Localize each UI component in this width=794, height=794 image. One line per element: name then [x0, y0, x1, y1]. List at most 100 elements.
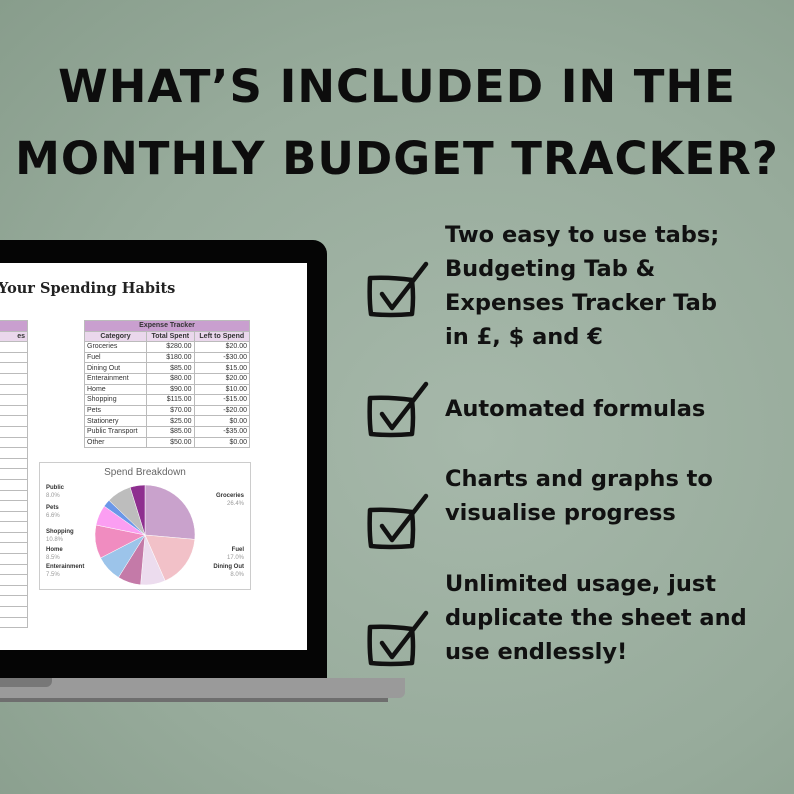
cell-left-to-spend: -$30.00	[193, 351, 251, 364]
label-groceries: Groceries 26.4%	[215, 493, 244, 507]
budget-empty-cell	[0, 372, 28, 385]
cell-total-spent: $50.00	[146, 436, 195, 449]
table-row: Shopping $115.00 -$15.00	[83, 394, 251, 406]
table-row: Dining Out $85.00 $15.00	[83, 362, 251, 374]
expense-tracker-table: Expense Tracker Category Total Spent Lef…	[83, 320, 251, 449]
cell-total-spent: $115.00	[146, 394, 195, 406]
cell-left-to-spend: $0.00	[193, 436, 251, 449]
cell-left-to-spend: $10.00	[193, 383, 251, 396]
budget-empty-cell	[0, 415, 28, 427]
table-row: Fuel $180.00 -$30.00	[83, 351, 251, 364]
budget-empty-cell	[0, 447, 28, 459]
budget-empty-cell	[0, 584, 28, 597]
cell-total-spent: $85.00	[146, 362, 195, 374]
table-row: Home $90.00 $10.00	[83, 383, 251, 396]
table-row: Other $50.00 $0.00	[83, 436, 251, 449]
budget-empty-cell	[0, 553, 28, 565]
feature-line: Expenses Tracker Tab	[445, 290, 717, 316]
cell-category: Fuel	[83, 351, 148, 364]
table-row: Stationery $25.00 $0.00	[83, 415, 251, 427]
col-header-left-to-spend: Left to Spend	[193, 330, 251, 343]
label-shopping: Shopping 10.8%	[46, 529, 74, 543]
cell-category: Shopping	[83, 394, 148, 406]
budget-empty-cell	[0, 351, 28, 364]
budget-table: es	[0, 320, 28, 629]
budget-empty-cell	[0, 362, 28, 374]
budget-empty-cell	[0, 478, 28, 491]
cell-total-spent: $25.00	[146, 415, 195, 427]
table-row: Enterainment $80.00 $20.00	[83, 372, 251, 385]
pie-slice-fuel	[144, 534, 196, 582]
budget-empty-cell	[0, 341, 28, 353]
laptop-base-shadow	[0, 698, 388, 702]
pie-chart	[94, 484, 196, 586]
feature-line: visualise progress	[445, 500, 676, 526]
laptop-base	[0, 678, 405, 698]
budget-empty-cell	[0, 425, 28, 438]
cell-left-to-spend: $20.00	[193, 341, 251, 353]
budget-empty-cell	[0, 521, 28, 533]
feature-line: use endlessly!	[445, 639, 628, 665]
cell-total-spent: $70.00	[146, 404, 195, 417]
budget-empty-cell	[0, 457, 28, 470]
cell-left-to-spend: $15.00	[193, 362, 251, 374]
budget-table-header: es	[0, 330, 28, 343]
cell-category: Enterainment	[83, 372, 148, 385]
budget-empty-cell	[0, 574, 28, 586]
feature-line: duplicate the sheet and	[445, 605, 747, 631]
label-dining-out: Dining Out 8.0%	[213, 564, 244, 578]
chart-title: Spend Breakdown	[104, 467, 186, 478]
laptop-screen: Your Spending Habits es Expense Tracker …	[0, 263, 307, 650]
checkbox-icon	[360, 258, 432, 320]
label-fuel: Fuel 17.0%	[226, 547, 244, 561]
budget-empty-cell	[0, 383, 28, 396]
checkbox-icon	[360, 378, 432, 440]
feature-line: Two easy to use tabs;	[445, 222, 720, 248]
budget-empty-cell	[0, 394, 28, 406]
laptop-hinge	[0, 678, 52, 687]
budget-empty-cell	[0, 563, 28, 576]
expense-tracker-title: Expense Tracker	[84, 320, 250, 332]
cell-left-to-spend: $20.00	[193, 372, 251, 385]
feature-text: Charts and graphs to visualise progress	[445, 462, 713, 530]
feature-text: Automated formulas	[445, 392, 705, 426]
feature-line: Budgeting Tab &	[445, 256, 656, 282]
label-home: Home 8.5%	[46, 547, 63, 561]
cell-category: Public Transport	[83, 425, 148, 438]
budget-table-title	[0, 320, 28, 332]
feature-line: Unlimited usage, just	[445, 571, 717, 597]
col-header-total-spent: Total Spent	[146, 330, 195, 343]
budget-empty-cell	[0, 468, 28, 480]
budget-empty-cell	[0, 531, 28, 544]
cell-total-spent: $90.00	[146, 383, 195, 396]
spend-breakdown-chart: Spend Breakdown Public 8.0% Pets 6.6% Shop…	[39, 462, 251, 590]
cell-total-spent: $80.00	[146, 372, 195, 385]
headline-line-1: WHAT’S INCLUDED IN THE	[58, 60, 736, 113]
cell-total-spent: $85.00	[146, 425, 195, 438]
col-header-category: Category	[83, 330, 148, 343]
budget-empty-cell	[0, 595, 28, 608]
cell-category: Other	[83, 436, 148, 449]
cell-total-spent: $280.00	[146, 341, 195, 353]
sheet-title: Your Spending Habits	[0, 280, 176, 297]
budget-empty-cell	[0, 489, 28, 502]
label-public: Public 8.0%	[46, 485, 65, 499]
budget-empty-cell	[0, 510, 28, 523]
pie-slice-groceries	[144, 484, 196, 540]
headline-line-2: MONTHLY BUDGET TRACKER?	[15, 132, 779, 185]
feature-line: Automated formulas	[445, 396, 706, 422]
feature-text: Two easy to use tabs; Budgeting Tab & Expe…	[445, 218, 719, 354]
budget-empty-cell	[0, 404, 28, 417]
table-row: Public Transport $85.00 -$35.00	[83, 425, 251, 438]
budget-empty-cell	[0, 542, 28, 555]
table-row: Groceries $280.00 $20.00	[83, 341, 251, 353]
checkbox-icon	[360, 490, 432, 552]
feature-text: Unlimited usage, just duplicate the sheet…	[445, 567, 747, 669]
cell-total-spent: $180.00	[146, 351, 195, 364]
checkbox-icon	[360, 607, 432, 669]
cell-category: Dining Out	[83, 362, 148, 374]
cell-category: Home	[83, 383, 148, 396]
feature-line: Charts and graphs to	[445, 466, 713, 492]
budget-empty-cell	[0, 616, 28, 629]
cell-left-to-spend: -$20.00	[193, 404, 251, 417]
